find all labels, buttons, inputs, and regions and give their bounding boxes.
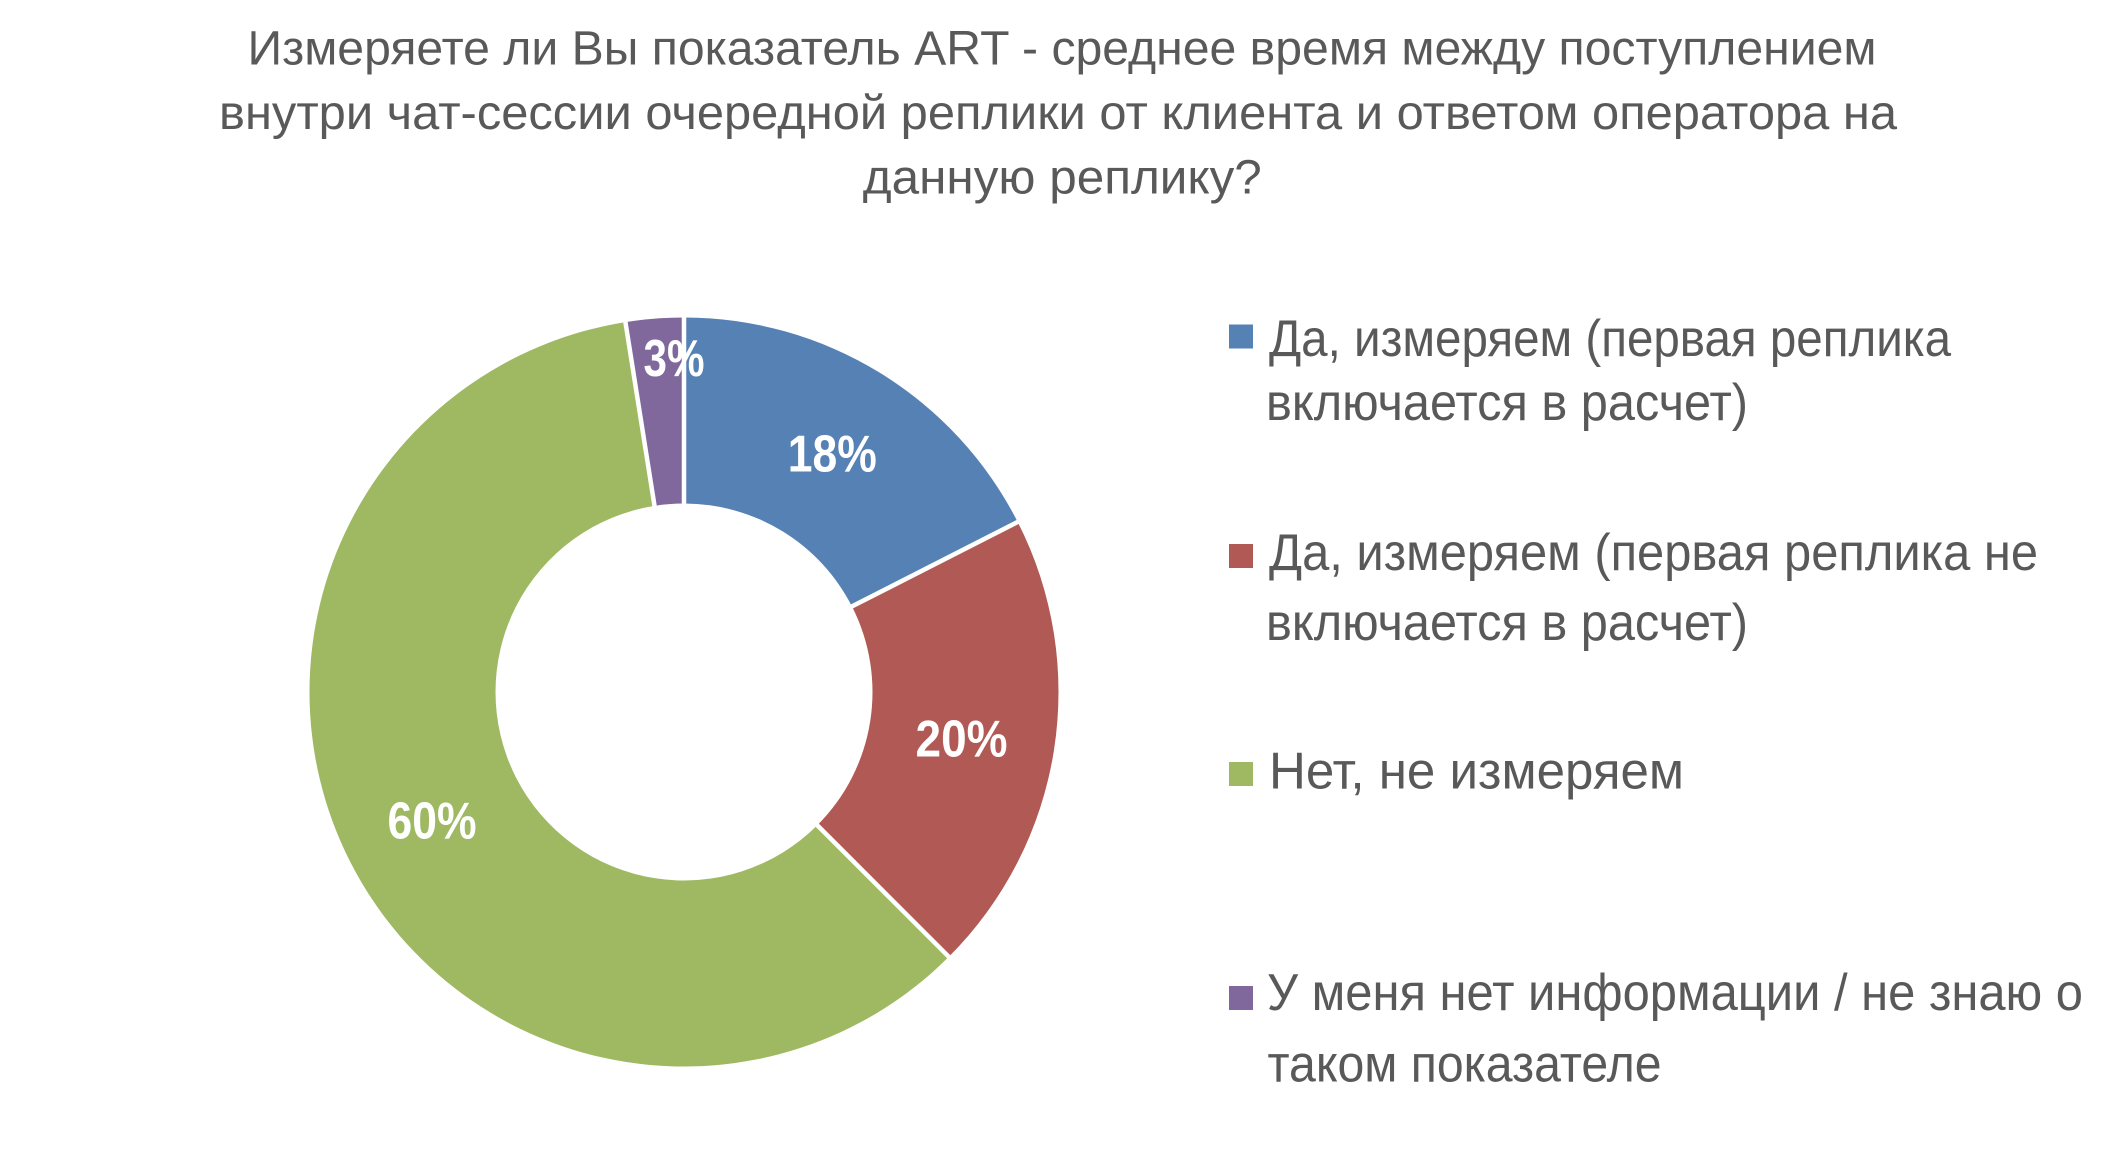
svg-text:Измеряете ли Вы показатель ART: Измеряете ли Вы показатель ART - среднее…	[248, 23, 1877, 76]
svg-text:У меня нет информации / не зна: У меня нет информации / не знаю о	[1267, 964, 2083, 1022]
svg-text:Да, измеряем (первая реплика н: Да, измеряем (первая реплика не	[1269, 524, 2038, 582]
svg-text:включается в расчет): включается в расчет)	[1266, 594, 1748, 652]
svg-text:Нет, не измеряем: Нет, не измеряем	[1269, 742, 1684, 800]
svg-text:внутри чат-сессии очередной ре: внутри чат-сессии очередной реплики от к…	[219, 87, 1897, 140]
svg-text:таком показателе: таком показателе	[1268, 1036, 1662, 1094]
svg-text:данную реплику?: данную реплику?	[863, 152, 1262, 205]
svg-text:Да, измеряем (первая реплика: Да, измеряем (первая реплика	[1269, 310, 1951, 368]
svg-text:60%: 60%	[388, 793, 477, 851]
svg-text:включается в расчет): включается в расчет)	[1266, 374, 1748, 432]
svg-text:3%: 3%	[644, 330, 705, 388]
svg-text:18%: 18%	[788, 425, 877, 483]
svg-text:20%: 20%	[916, 711, 1008, 769]
